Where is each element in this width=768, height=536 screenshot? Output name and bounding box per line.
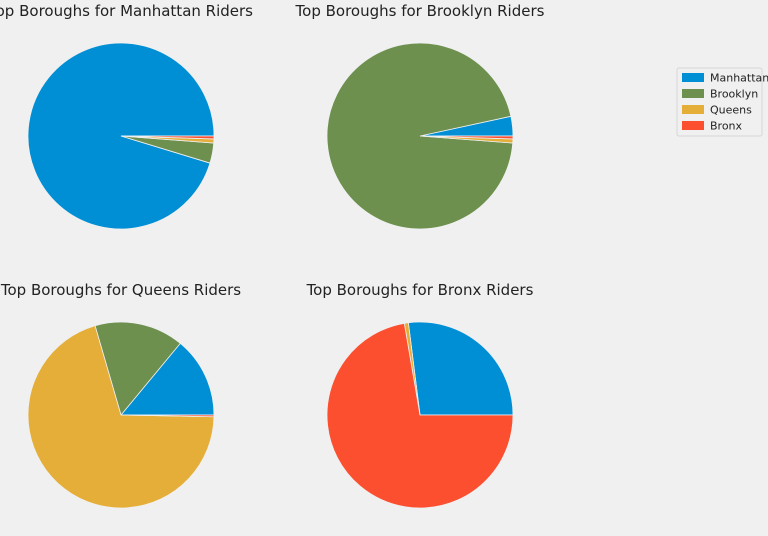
legend-label-queens: Queens	[710, 104, 752, 117]
legend-frame	[676, 67, 763, 137]
chart-title: Top Boroughs for Brooklyn Riders	[295, 2, 545, 20]
pie-slice-brooklyn	[326, 42, 514, 230]
pies-group: Top Boroughs for Manhattan Riders Top Bor…	[0, 2, 545, 509]
pie-slice-brooklyn	[94, 321, 181, 416]
pie-chart-2: Top Boroughs for Brooklyn Riders	[295, 2, 545, 230]
pie-slice-bronx	[419, 135, 514, 140]
pie-slice-bronx	[120, 135, 215, 140]
pie-chart-1: Top Boroughs for Manhattan Riders	[0, 2, 253, 230]
pie-chart-3: Top Boroughs for Queens Riders	[0, 281, 241, 509]
chart-title: Top Boroughs for Manhattan Riders	[0, 2, 253, 20]
pie-slice-manhattan	[407, 321, 514, 416]
legend-swatch-manhattan	[682, 73, 704, 82]
pie-slice-bronx	[120, 414, 215, 418]
chart-title: Top Boroughs for Bronx Riders	[306, 281, 534, 299]
pie-slice-queens	[27, 325, 215, 509]
legend-swatch-brooklyn	[682, 89, 704, 98]
legend-swatch-bronx	[682, 121, 704, 130]
chart-title: Top Boroughs for Queens Riders	[0, 281, 241, 299]
legend: Manhattan Brooklyn Queens Bronx	[676, 67, 768, 137]
pie-slice-bronx	[326, 322, 514, 509]
legend-label-manhattan: Manhattan	[710, 72, 768, 85]
pie-slice-manhattan	[120, 342, 215, 416]
legend-swatch-queens	[682, 105, 704, 114]
legend-label-bronx: Bronx	[710, 120, 743, 133]
legend-label-brooklyn: Brooklyn	[710, 88, 758, 101]
pie-chart-4: Top Boroughs for Bronx Riders	[306, 281, 534, 509]
